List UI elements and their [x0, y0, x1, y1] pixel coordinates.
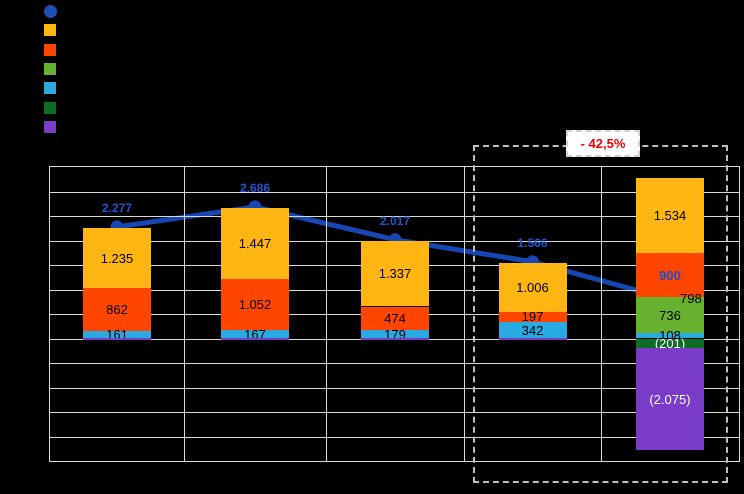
bar-segment-dark-green-cat5: (201) [636, 335, 704, 351]
legend-marker-orange-red-series-icon [44, 43, 56, 56]
bar-segment-orange-red-cat4: 197 [498, 309, 567, 325]
bar-segment-orange-red-cat2: 1.052 [221, 278, 289, 331]
legend-marker-dark-green-series-icon [44, 101, 56, 114]
bar-segment-amber-cat2: 1.447 [221, 207, 289, 279]
bar-segment-label: 342 [521, 322, 544, 338]
baseline-sliver-purple [83, 337, 151, 340]
bar-segment-purple-cat5: (2.075) [636, 348, 704, 451]
legend-item-green-series [44, 62, 62, 75]
legend-marker-blue-line-series-icon [44, 5, 57, 18]
bar-segment-amber-cat3: 1.337 [361, 240, 429, 307]
bar-segment-label: 862 [106, 301, 128, 317]
bar-segment-light-blue-cat3: 179 [361, 326, 429, 342]
bar-segment-label: 474 [384, 310, 406, 326]
bar-segment-amber-cat5: 1.534 [636, 177, 704, 254]
legend-item-blue-line-series [44, 5, 63, 18]
bar-segment-amber-cat1: 1.235 [83, 227, 151, 289]
line-value-label-2: 2.686 [239, 180, 271, 195]
bar-segment-label: 1.534 [653, 207, 687, 223]
bar-segment-label: 179 [384, 326, 406, 342]
legend-item-dark-green-series [44, 101, 62, 114]
bar-segment-label: 1.337 [378, 266, 412, 282]
bar-segment-label: 1.006 [516, 279, 549, 295]
category-separator-line [326, 167, 327, 461]
gridline-horizontal [50, 387, 739, 389]
line-value-label-4: 1.566 [517, 235, 548, 250]
baseline-sliver-purple [361, 337, 429, 340]
gridline-horizontal [50, 191, 739, 193]
bar-segment-orange-red-cat1: 862 [83, 288, 151, 331]
category-separator-line [464, 167, 465, 461]
legend-item-orange-red-series [44, 43, 62, 56]
baseline-sliver-purple [498, 337, 567, 340]
bar-segment-orange-red-cat3: 474 [361, 306, 429, 330]
plot-area: 1.235 862 161 1.447 1.052 167 1.337 474 179 1.006… [49, 166, 740, 462]
bar-segment-orange-red-cat5: 900 [636, 253, 704, 298]
line-value-label-1: 2.277 [101, 200, 133, 215]
delta-annotation-label: - 42,5% [580, 136, 626, 151]
delta-annotation: - 42,5% [566, 130, 640, 157]
gridline-horizontal [50, 412, 739, 413]
gridline-horizontal [50, 363, 739, 364]
legend-marker-light-blue-series-icon [44, 82, 56, 95]
legend-item-light-blue-series [44, 82, 62, 95]
baseline-sliver-purple [221, 337, 289, 340]
legend-item-purple-series [44, 120, 62, 133]
bar-segment-label: (2.075) [649, 391, 691, 407]
line-value-label-3: 2.017 [379, 213, 411, 228]
bar-segment-label: (201) [654, 335, 686, 351]
category-separator-line [184, 167, 185, 461]
legend-item-amber-series [44, 24, 62, 37]
legend-marker-purple-series-icon [44, 120, 56, 133]
bar-segment-green-cat5: 736 [636, 297, 704, 334]
bar-segment-label: 1.052 [238, 297, 272, 313]
bar-segment-label: 1.447 [238, 235, 272, 251]
gridline-horizontal [50, 216, 739, 217]
bar-segment-light-blue-cat4: 342 [498, 321, 567, 339]
legend-marker-amber-series-icon [44, 24, 56, 37]
legend-marker-green-series-icon [44, 62, 56, 75]
bar-segment-amber-cat4: 1.006 [498, 262, 567, 313]
bar-segment-label: 900 [659, 267, 681, 283]
category-separator-line [601, 167, 602, 461]
bar-segment-label: 1.235 [100, 250, 134, 266]
line-value-label-5: 798 [680, 291, 702, 307]
gridline-horizontal [50, 436, 739, 438]
bar-segment-label: 736 [659, 307, 681, 323]
bar-segment-label: 197 [521, 309, 544, 325]
